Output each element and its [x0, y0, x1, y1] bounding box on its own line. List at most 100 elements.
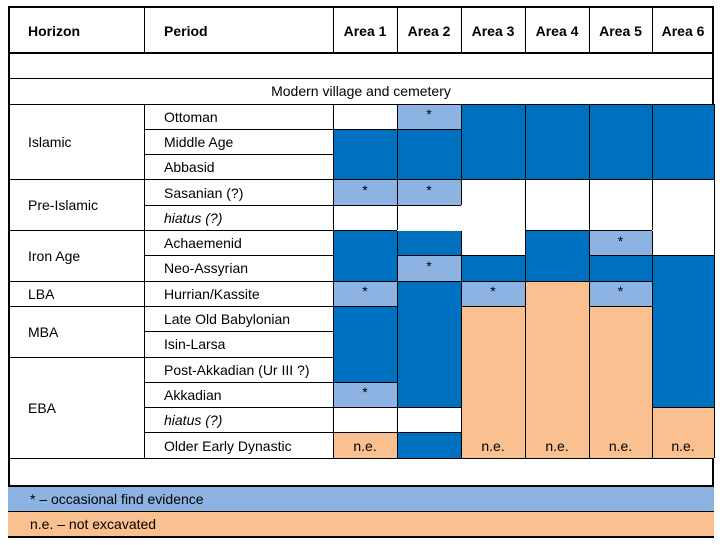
grid-line [144, 356, 333, 358]
horizon-islamic: Islamic [8, 104, 144, 180]
header-label: Area 1 [343, 22, 387, 39]
horizon-eba: EBA [8, 357, 144, 458]
horizon-iron age: Iron Age [8, 231, 144, 282]
cell-mark: * [426, 257, 432, 274]
grid-line [143, 8, 145, 53]
grid-line [713, 104, 715, 180]
header-label: Horizon [28, 22, 81, 39]
grid-line [396, 407, 398, 433]
grid-line [461, 255, 525, 257]
grid-line [144, 432, 333, 434]
legend-text: n.e. – not excavated [30, 515, 157, 532]
grid-line [332, 8, 334, 53]
grid-line [396, 129, 398, 180]
grid-line [397, 407, 461, 409]
grid-line [396, 281, 398, 307]
grid-line [524, 8, 526, 53]
header-label: Area 3 [471, 22, 515, 39]
grid-line [397, 204, 461, 206]
area-cell: * [397, 179, 461, 206]
grid-line [651, 281, 653, 307]
grid-line [396, 104, 398, 130]
grid-line [461, 457, 525, 459]
grid-line [144, 230, 333, 231]
period-10: Post-Akkadian (Ur III ?) [144, 357, 333, 382]
grid-line [524, 281, 526, 307]
chronology-table: Horizon Period Area 1 Area 2 Area 3 Area 4 Are… [8, 6, 715, 538]
grid-line [8, 103, 714, 105]
period-label: Akkadian [164, 386, 222, 403]
grid-line [144, 204, 333, 206]
grid-line [144, 280, 333, 282]
grid-line [524, 255, 526, 282]
header-area-4: Area 4 [525, 8, 589, 53]
grid-line [651, 104, 653, 180]
grid-line [652, 179, 714, 181]
grid-line [333, 432, 397, 434]
grid-line [8, 510, 714, 512]
grid-line [525, 179, 589, 181]
grid-line [525, 280, 589, 282]
area-cell [333, 104, 397, 130]
grid-line [396, 382, 398, 408]
area-cell: * [589, 230, 652, 256]
cell-mark: n.e. [671, 438, 695, 455]
area-cell [589, 255, 652, 282]
grid-line [524, 306, 526, 459]
cell-mark: * [617, 232, 624, 249]
banner-modern-village: Modern village and cemetery [8, 78, 714, 104]
grid-line [8, 179, 144, 181]
area-cell [461, 104, 525, 180]
grid-line [460, 255, 462, 282]
grid-line [651, 179, 653, 231]
grid-line [144, 179, 333, 181]
period-12: hiatus (?) [144, 408, 333, 433]
area-cell [589, 179, 652, 231]
area-cell: n.e. [589, 306, 652, 459]
grid-line [461, 305, 525, 307]
grid-line [589, 230, 652, 231]
period-1: Middle Age [144, 129, 333, 154]
grid-line [460, 230, 462, 256]
grid-line [460, 179, 462, 206]
grid-line [8, 457, 144, 459]
cell-mark: n.e. [545, 438, 569, 455]
grid-line [396, 205, 398, 231]
grid-line [524, 179, 526, 256]
horizon-label: Iron Age [28, 247, 81, 264]
period-label: Middle Age [164, 133, 234, 150]
grid-line [333, 204, 397, 206]
area-cell: n.e. [461, 306, 525, 459]
period-label: hiatus (?) [164, 209, 223, 226]
grid-line [333, 305, 397, 307]
grid-line [589, 280, 652, 282]
grid-line [333, 457, 397, 459]
header-area-1: Area 1 [333, 8, 397, 53]
grid-line [333, 230, 397, 231]
period-label: Post-Akkadian (Ur III ?) [164, 361, 310, 378]
grid-line [460, 281, 462, 408]
cell-mark: * [362, 283, 368, 300]
area-cell [397, 129, 461, 180]
cell-mark: n.e. [353, 438, 377, 455]
grid-line [8, 305, 144, 307]
area-cell [589, 104, 652, 180]
banner-text: Modern village and cemetery [271, 83, 451, 99]
grid-line [333, 407, 397, 409]
period-2: Abbasid [144, 155, 333, 180]
grid-line [396, 306, 398, 383]
area-cell: n.e. [333, 432, 397, 459]
period-11: Akkadian [144, 382, 333, 407]
grid-line [589, 457, 652, 459]
cell-mark: * [362, 181, 368, 198]
header-horizon: Horizon [8, 8, 144, 53]
grid-line [397, 179, 461, 181]
area-cell: n.e. [525, 281, 589, 459]
header-area-6: Area 6 [652, 8, 714, 53]
grid-line [397, 432, 461, 434]
grid-line [588, 179, 590, 231]
cell-mark: * [617, 283, 624, 300]
area-cell: n.e. [652, 407, 714, 459]
period-label: Hurrian/Kassite [164, 285, 260, 302]
area-cell [397, 230, 461, 256]
